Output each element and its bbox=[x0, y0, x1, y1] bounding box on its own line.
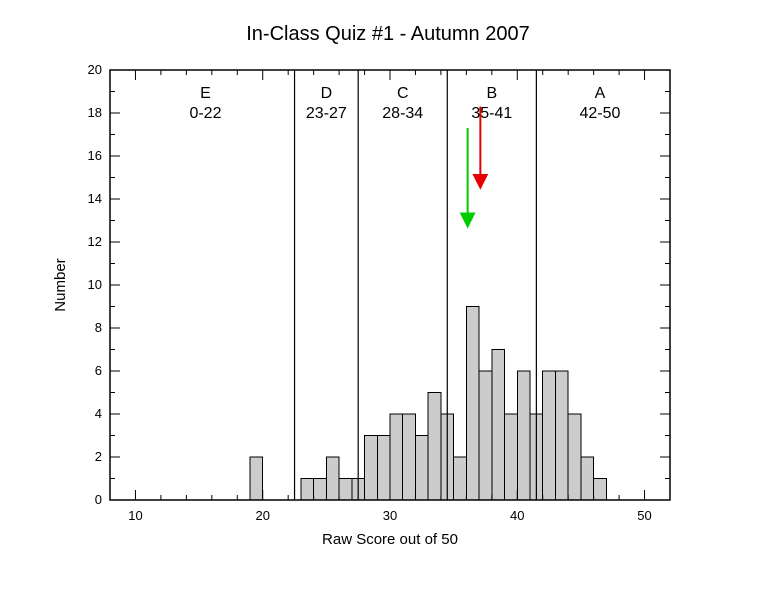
y-tick-label: 10 bbox=[88, 277, 102, 292]
histogram-bar bbox=[479, 371, 492, 500]
histogram-bar bbox=[543, 371, 556, 500]
histogram-bar bbox=[250, 457, 263, 500]
x-tick-label: 10 bbox=[128, 508, 142, 523]
y-tick-label: 2 bbox=[95, 449, 102, 464]
y-tick-label: 8 bbox=[95, 320, 102, 335]
histogram-bar bbox=[314, 479, 327, 501]
y-tick-label: 18 bbox=[88, 105, 102, 120]
grade-letter: A bbox=[595, 85, 606, 102]
histogram-bar bbox=[403, 414, 416, 500]
grade-letter: E bbox=[200, 85, 211, 102]
histogram-bar bbox=[466, 307, 479, 501]
histogram-bar bbox=[365, 436, 378, 501]
histogram-bar bbox=[594, 479, 607, 501]
grade-letter: C bbox=[397, 85, 409, 102]
grade-range: 23-27 bbox=[306, 105, 347, 122]
histogram-bar bbox=[454, 457, 467, 500]
grade-range: 35-41 bbox=[471, 105, 512, 122]
histogram-bar bbox=[568, 414, 581, 500]
y-tick-label: 6 bbox=[95, 363, 102, 378]
x-axis-label: Raw Score out of 50 bbox=[322, 531, 458, 548]
x-tick-label: 40 bbox=[510, 508, 524, 523]
y-tick-label: 14 bbox=[88, 191, 102, 206]
histogram-bar bbox=[390, 414, 403, 500]
histogram-bar bbox=[555, 371, 568, 500]
histogram-bar bbox=[517, 371, 530, 500]
histogram-bar bbox=[415, 436, 428, 501]
y-tick-label: 20 bbox=[88, 62, 102, 77]
x-tick-label: 30 bbox=[383, 508, 397, 523]
x-tick-label: 20 bbox=[255, 508, 269, 523]
histogram-bar bbox=[492, 350, 505, 501]
y-tick-label: 16 bbox=[88, 148, 102, 163]
y-tick-label: 0 bbox=[95, 492, 102, 507]
histogram-bar bbox=[326, 457, 339, 500]
y-axis-label: Number bbox=[52, 258, 69, 311]
y-tick-label: 4 bbox=[95, 406, 102, 421]
histogram-bar bbox=[428, 393, 441, 501]
histogram-bar bbox=[581, 457, 594, 500]
histogram-chart: In-Class Quiz #1 - Autumn 2007 E 0-22 D 23-2… bbox=[0, 0, 776, 600]
histogram-bar bbox=[377, 436, 390, 501]
x-tick-label: 50 bbox=[637, 508, 651, 523]
grade-letter: D bbox=[321, 85, 333, 102]
chart-title: In-Class Quiz #1 - Autumn 2007 bbox=[246, 23, 529, 45]
histogram-bar bbox=[505, 414, 518, 500]
histogram-bar bbox=[339, 479, 352, 501]
y-tick-label: 12 bbox=[88, 234, 102, 249]
grade-letter: B bbox=[486, 85, 497, 102]
grade-range: 42-50 bbox=[580, 105, 621, 122]
histogram-bar bbox=[301, 479, 314, 501]
grade-range: 28-34 bbox=[382, 105, 423, 122]
grade-range: 0-22 bbox=[189, 105, 221, 122]
